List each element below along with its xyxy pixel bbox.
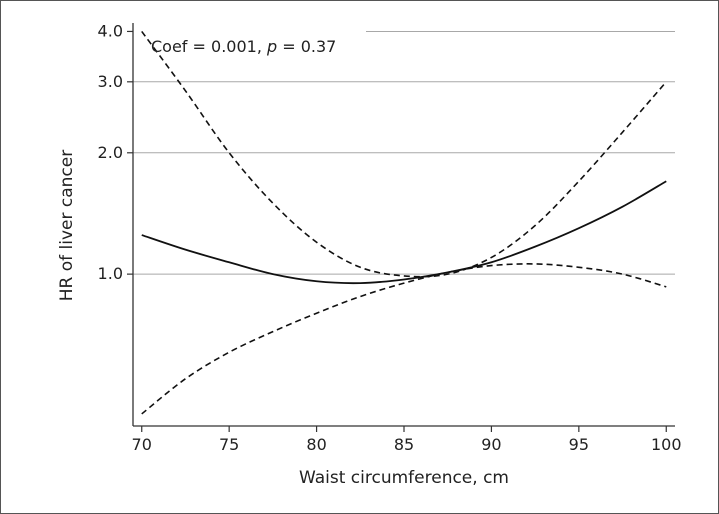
grid-lines	[133, 30, 675, 275]
y-tick-label: 1.0	[98, 264, 123, 283]
y-tick-label: 3.0	[98, 72, 123, 91]
x-tick-label: 100	[651, 435, 682, 454]
x-tick-label: 90	[481, 435, 501, 454]
series-line-upper-ci	[141, 30, 667, 278]
y-axis-label: HR of liver cancer	[57, 150, 77, 301]
x-tick-label: 85	[394, 435, 414, 454]
x-tick-label: 80	[306, 435, 326, 454]
series-line-estimate	[141, 180, 667, 285]
series-line-lower-ci	[141, 263, 667, 415]
annotation-p-symbol: p	[266, 37, 277, 56]
annotation-p-value: = 0.37	[277, 37, 336, 56]
series-group	[141, 30, 667, 415]
axes	[132, 23, 675, 427]
coef-annotation: Coef = 0.001, p = 0.37	[151, 37, 336, 56]
x-axis-label: Waist circumference, cm	[299, 468, 509, 488]
annotation-coef: Coef = 0.001,	[151, 37, 267, 56]
x-tick-label: 95	[569, 435, 589, 454]
x-tick-label: 75	[219, 435, 239, 454]
y-tick-label: 2.0	[98, 143, 123, 162]
y-tick-label: 4.0	[98, 21, 123, 40]
ticks: 1.0 2.0 3.0 4.0 70 75 80 85 90 95 100	[98, 21, 682, 454]
x-tick-label: 70	[132, 435, 152, 454]
